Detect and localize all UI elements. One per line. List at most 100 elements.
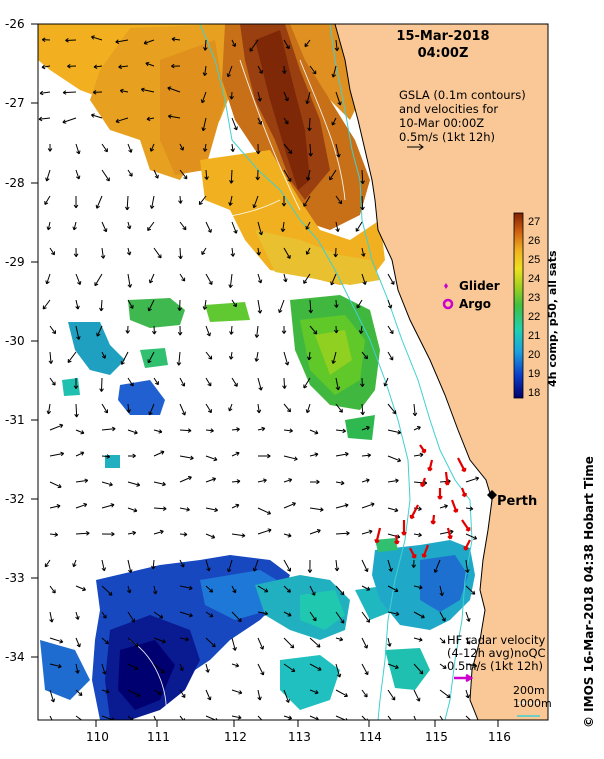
velocity-arrow [361, 689, 368, 698]
velocity-arrow [309, 507, 324, 512]
velocity-arrow [49, 504, 61, 509]
velocity-arrow [72, 221, 77, 231]
velocity-arrow [252, 559, 259, 572]
velocity-arrow [361, 585, 371, 591]
velocity-arrow [151, 325, 157, 335]
velocity-arrow [202, 143, 208, 152]
velocity-arrow [309, 65, 317, 75]
velocity-arrow [205, 559, 211, 572]
velocity-arrow [179, 559, 185, 568]
velocity-arrow [179, 689, 186, 698]
gsla-legend: GSLA (0.1m contours) and velocities for … [399, 88, 526, 144]
velocity-arrow [305, 403, 311, 414]
colorbar [513, 212, 524, 399]
imos-credit: © IMOS 16-Mar-2018 04:38 Hobart Time [582, 456, 596, 728]
velocity-arrow [227, 559, 233, 573]
velocity-arrow [465, 559, 470, 573]
velocity-arrow [361, 425, 370, 431]
velocity-arrow [257, 689, 262, 701]
velocity-arrow [283, 663, 296, 672]
lat-tick: -31 [5, 413, 25, 427]
velocity-arrow [439, 689, 451, 699]
velocity-arrow [439, 585, 444, 597]
velocity-arrow [333, 247, 338, 258]
velocity-arrow [101, 481, 113, 487]
velocity-arrow [75, 585, 87, 592]
velocity-arrow [283, 611, 292, 617]
velocity-arrow [335, 428, 347, 434]
velocity-arrow [387, 325, 394, 335]
velocity-arrow [205, 455, 218, 462]
velocity-arrow [335, 143, 341, 158]
velocity-arrow [303, 377, 311, 389]
velocity-arrow [147, 299, 155, 312]
velocity-arrow [94, 273, 103, 287]
colorbar-tick: 23 [528, 292, 541, 304]
gsla-line4: 0.5m/s (1kt 12h) [399, 130, 496, 144]
velocity-arrow [229, 91, 234, 100]
velocity-arrow [252, 195, 259, 209]
velocity-arrow [101, 454, 111, 459]
velocity-arrow [127, 169, 133, 177]
velocity-arrow [46, 403, 52, 415]
velocity-arrow [228, 351, 234, 360]
velocity-arrow [335, 663, 342, 678]
velocity-arrow [127, 273, 133, 288]
velocity-arrow [202, 299, 208, 310]
velocity-arrow [257, 478, 267, 483]
velocity-arrow [145, 61, 155, 67]
velocity-arrow [99, 299, 104, 312]
velocity-arrow [179, 273, 186, 282]
velocity-arrow [75, 531, 90, 536]
velocity-arrow [283, 715, 293, 720]
velocity-arrow [101, 403, 109, 414]
velocity-arrow [309, 689, 319, 695]
velocity-arrow [283, 91, 289, 102]
velocity-arrow [283, 689, 290, 703]
velocity-arrow [48, 351, 54, 364]
velocity-arrow [205, 351, 213, 360]
velocity-arrow [75, 299, 80, 310]
velocity-arrow [283, 39, 290, 50]
velocity-arrow [465, 663, 478, 668]
velocity-arrow [205, 611, 214, 618]
velocity-arrow [179, 428, 192, 433]
velocity-arrow [147, 221, 155, 231]
velocity-arrow [205, 273, 213, 285]
lon-tick: 112 [224, 730, 247, 744]
velocity-arrow [387, 273, 395, 285]
velocity-arrow [439, 611, 446, 622]
velocity-arrow [465, 585, 476, 595]
velocity-arrow [255, 169, 261, 181]
velocity-arrow [67, 351, 77, 363]
velocity-arrow [153, 247, 162, 259]
velocity-arrow [74, 403, 79, 418]
hf-radar-arrow [421, 544, 430, 559]
velocity-arrow [257, 299, 263, 314]
velocity-arrow [127, 663, 139, 670]
velocity-arrow [309, 325, 318, 335]
velocity-arrow [101, 169, 110, 182]
velocity-arrow [179, 507, 190, 512]
velocity-arrow [308, 299, 314, 314]
velocity-arrow [118, 64, 129, 70]
velocity-arrow [249, 39, 259, 52]
velocity-arrow [127, 611, 136, 623]
glider-legend-icon [444, 283, 448, 289]
velocity-arrow [304, 39, 311, 48]
velocity-arrow [231, 427, 240, 432]
velocity-arrow [153, 663, 165, 674]
velocity-arrow [153, 506, 167, 511]
velocity-arrow [148, 273, 155, 284]
gsla-line2: and velocities for [399, 102, 499, 116]
hf-radar-arrow [401, 520, 407, 536]
velocity-arrow [46, 221, 52, 231]
velocity-arrow [101, 663, 107, 675]
velocity-arrow [439, 504, 448, 509]
velocity-arrow [307, 559, 313, 573]
velocity-arrow [75, 143, 81, 155]
velocity-arrow [257, 91, 262, 102]
velocity-arrow [41, 37, 51, 43]
gsla-line3: 10-Mar 00:00Z [399, 116, 485, 130]
velocity-arrow [101, 143, 108, 153]
